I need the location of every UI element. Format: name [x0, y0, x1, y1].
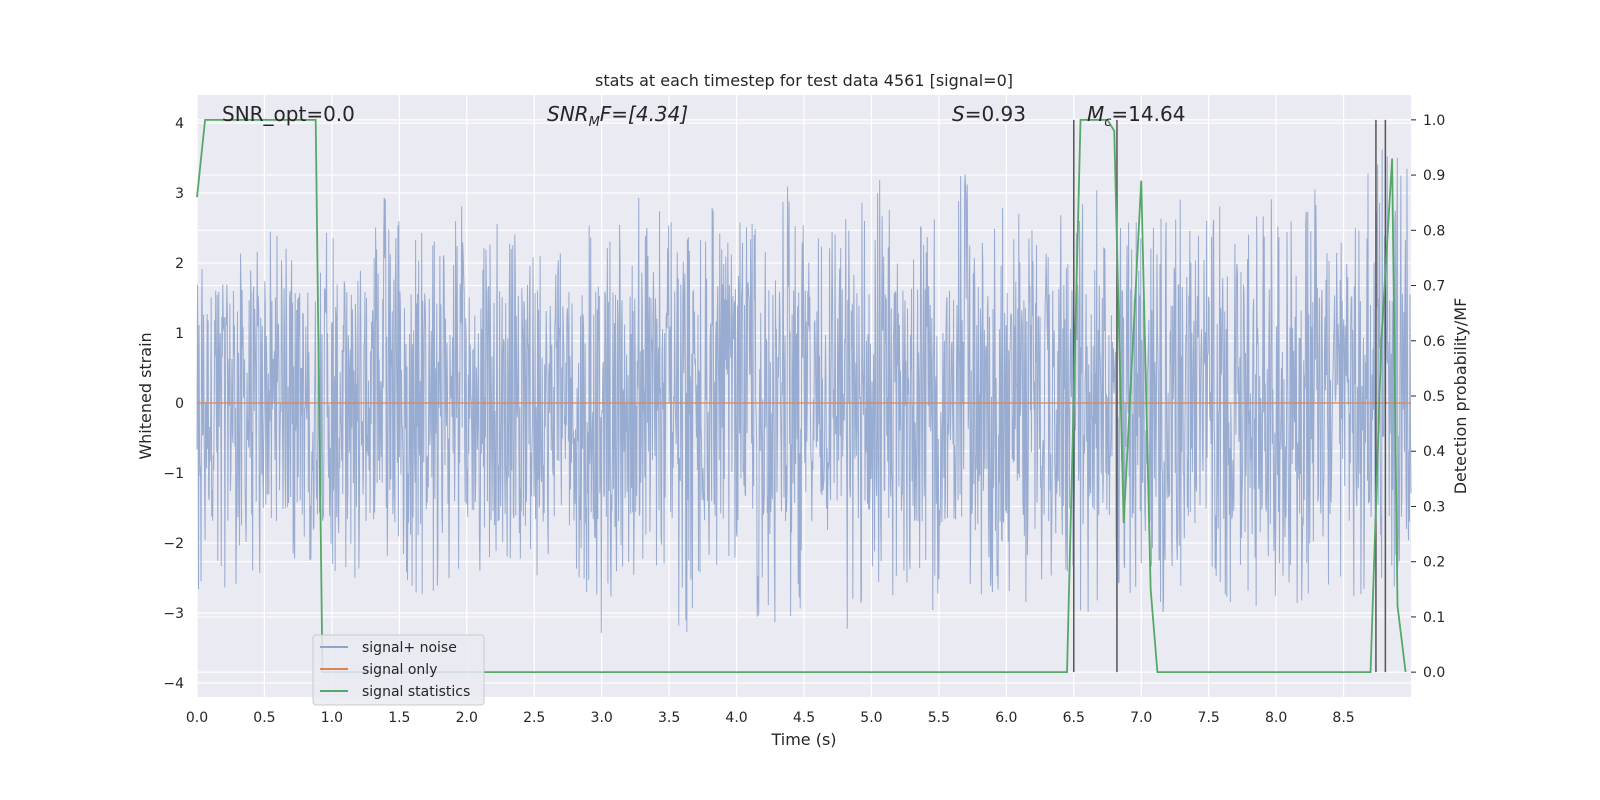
s-value: =0.93 [965, 102, 1026, 126]
legend: signal+ noise signal only signal statist… [312, 634, 485, 706]
x-tick-label: 5.5 [928, 710, 950, 726]
y-right-tick-labels: 1.0 0.9 0.8 0.7 0.6 0.5 0.4 0.3 0.2 0.1 0.0 [1411, 113, 1445, 681]
y-tick-label: −1 [163, 466, 184, 482]
y-right-tick-label: 0.8 [1423, 223, 1445, 239]
y-right-tick-label: 0.9 [1423, 168, 1445, 184]
x-tick-label: 0.5 [253, 710, 275, 726]
x-axis-label: Time (s) [770, 730, 836, 749]
x-tick-label: 7.5 [1198, 710, 1220, 726]
snr-mf-annotation: SNRMF=[4.34] [547, 102, 688, 130]
series-signal-statistics [196, 118, 1407, 674]
x-tick-label: 4.5 [793, 710, 815, 726]
x-tick-label: 0.0 [186, 710, 208, 726]
snr-mf-symbol: SNR [547, 102, 589, 126]
legend-label-signal-noise: signal+ noise [362, 640, 457, 656]
mc-annotation: Mc=14.64 [1087, 102, 1185, 130]
mc-symbol: M [1087, 102, 1104, 126]
y-right-tick-label: 0.4 [1423, 444, 1445, 460]
snr-mf-value: F=[4.34] [600, 102, 688, 126]
y-right-tick-label: 0.6 [1423, 334, 1445, 350]
x-tick-label: 1.0 [321, 710, 343, 726]
y-right-axis-label: Detection probability/MF [1451, 298, 1470, 495]
y-tick-label: 4 [175, 116, 184, 132]
x-tick-label: 3.0 [591, 710, 613, 726]
x-tick-label: 2.5 [523, 710, 545, 726]
x-tick-label: 4.0 [725, 710, 747, 726]
y-right-tick-label: 0.0 [1423, 665, 1445, 681]
x-tick-label: 1.5 [388, 710, 410, 726]
y-tick-label: 2 [175, 256, 184, 272]
legend-label-signal-only: signal only [362, 662, 437, 678]
legend-box [312, 634, 485, 706]
x-tick-label: 8.0 [1265, 710, 1287, 726]
x-tick-label: 6.5 [1063, 710, 1085, 726]
x-tick-label: 8.5 [1332, 710, 1354, 726]
chart-title: stats at each timestep for test data 456… [595, 71, 1013, 90]
signal-statistics-line [196, 118, 1407, 674]
mc-subscript: c [1104, 115, 1111, 130]
y-tick-label: −2 [163, 536, 184, 552]
x-tick-label: 5.0 [860, 710, 882, 726]
snr-opt-annotation: SNR_opt=0.0 [222, 102, 355, 126]
y-right-tick-label: 1.0 [1423, 113, 1445, 129]
s-annotation: S=0.93 [952, 102, 1026, 126]
y-tick-label: 3 [175, 186, 184, 202]
series-signal-noise [196, 149, 1412, 633]
x-tick-label: 3.5 [658, 710, 680, 726]
snr-mf-subscript: M [589, 115, 600, 130]
y-right-tick-label: 0.3 [1423, 499, 1445, 515]
y-right-tick-label: 0.2 [1423, 555, 1445, 571]
y-right-tick-label: 0.1 [1423, 610, 1445, 626]
y-right-tick-label: 0.5 [1423, 389, 1445, 405]
x-tick-labels: 0.0 0.5 1.0 1.5 2.0 2.5 3.0 3.5 4.0 4.5 5.0 5.5 6.0 6… [186, 710, 1355, 726]
y-tick-labels: 4 3 2 1 0 −1 −2 −3 −4 [163, 116, 184, 692]
y-tick-label: 1 [175, 326, 184, 342]
signal-noise-line [196, 149, 1412, 633]
x-tick-label: 6.0 [995, 710, 1017, 726]
y-tick-label: 0 [175, 396, 184, 412]
y-tick-label: −4 [163, 676, 184, 692]
mc-value: =14.64 [1111, 102, 1185, 126]
x-tick-label: 7.0 [1130, 710, 1152, 726]
s-symbol: S [952, 102, 965, 126]
legend-label-signal-statistics: signal statistics [362, 684, 470, 700]
y-axis-label: Whitened strain [136, 332, 155, 459]
y-right-tick-label: 0.7 [1423, 279, 1445, 295]
y-tick-label: −3 [163, 606, 184, 622]
x-tick-label: 2.0 [456, 710, 478, 726]
